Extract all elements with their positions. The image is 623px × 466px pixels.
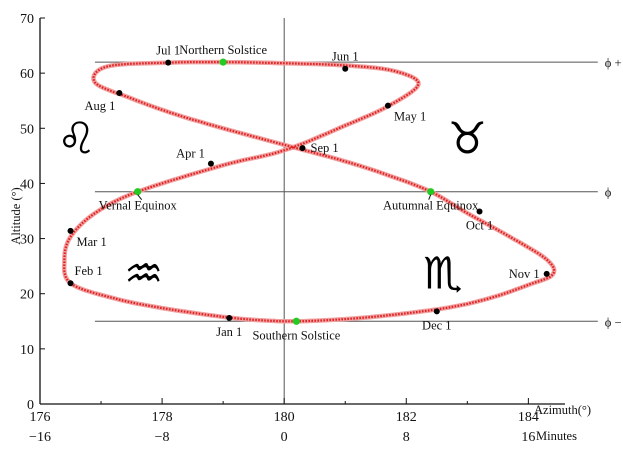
- solstice-equinox-marker: [427, 188, 435, 196]
- x2-tick-label: 16: [521, 430, 535, 445]
- marker-label: Jun 1: [332, 50, 359, 64]
- zodiac-scorpio-icon: ♏: [423, 248, 462, 299]
- date-marker: [116, 89, 123, 96]
- marker-label: Southern Solstice: [252, 328, 340, 342]
- x2-tick-label: −16: [29, 430, 51, 445]
- marker-label: Northern Solstice: [179, 43, 267, 57]
- date-marker: [165, 59, 172, 66]
- date-marker: [543, 270, 550, 277]
- x2-axis-label: Minutes: [536, 429, 577, 443]
- marker-label: Sep 1: [311, 141, 339, 155]
- date-marker: [433, 308, 440, 315]
- x-tick-label: 182: [396, 410, 417, 425]
- solstice-equinox-marker: [219, 58, 227, 66]
- marker-label: Aug 1: [84, 99, 115, 113]
- date-marker: [226, 314, 233, 321]
- marker-label: Vernal Equinox: [99, 199, 178, 213]
- y-tick-label: 20: [20, 288, 34, 303]
- reference-line-label: ϕ: [605, 186, 612, 200]
- x-tick-label: 180: [274, 410, 295, 425]
- x2-tick-label: 0: [281, 430, 288, 445]
- solstice-equinox-marker: [134, 188, 142, 196]
- x-tick-label: 176: [30, 410, 51, 425]
- marker-label: May 1: [394, 110, 426, 124]
- x-tick-label: 178: [152, 410, 173, 425]
- date-marker: [67, 280, 74, 287]
- zodiac-leo-icon: ♌: [57, 113, 96, 164]
- solstice-equinox-marker: [292, 317, 300, 325]
- x-tick-label: 184: [518, 410, 539, 425]
- y-tick-label: 40: [20, 177, 34, 192]
- y-tick-label: 30: [20, 233, 34, 248]
- y-tick-label: 10: [20, 343, 34, 358]
- marker-label: Autumnal Equinox: [383, 199, 479, 213]
- zodiac-taurus-icon: ♉: [448, 113, 487, 164]
- marker-label: Jul 1: [156, 44, 180, 58]
- date-marker: [299, 145, 306, 152]
- y-axis-label: Altitude (°): [9, 187, 23, 244]
- y-tick-label: 70: [20, 12, 34, 27]
- y-tick-label: 50: [20, 122, 34, 137]
- date-marker: [476, 208, 483, 215]
- date-marker: [342, 65, 349, 72]
- marker-label: Oct 1: [466, 219, 493, 233]
- y-tick-label: 60: [20, 67, 34, 82]
- equinox-pointer: [428, 194, 432, 200]
- marker-label: Nov 1: [509, 267, 540, 281]
- marker-label: Dec 1: [422, 318, 452, 332]
- analemma-curve: [63, 61, 556, 323]
- reference-line-label: ϕ + ε: [605, 56, 623, 70]
- marker-label: Jan 1: [216, 325, 242, 339]
- marker-label: Feb 1: [75, 264, 103, 278]
- x-axis-label: Azimuth(°): [534, 403, 591, 417]
- date-marker: [384, 102, 391, 109]
- marker-label: Mar 1: [77, 235, 107, 249]
- date-marker: [207, 160, 214, 167]
- x2-tick-label: 8: [403, 430, 410, 445]
- reference-line-label: ϕ − ε: [605, 315, 623, 329]
- y-tick-label: 0: [27, 398, 34, 413]
- marker-label: Apr 1: [176, 147, 205, 161]
- date-marker: [67, 227, 74, 234]
- zodiac-aquarius-icon: ♒: [124, 248, 163, 299]
- equinox-pointer: [137, 194, 143, 201]
- x2-tick-label: −8: [155, 430, 170, 445]
